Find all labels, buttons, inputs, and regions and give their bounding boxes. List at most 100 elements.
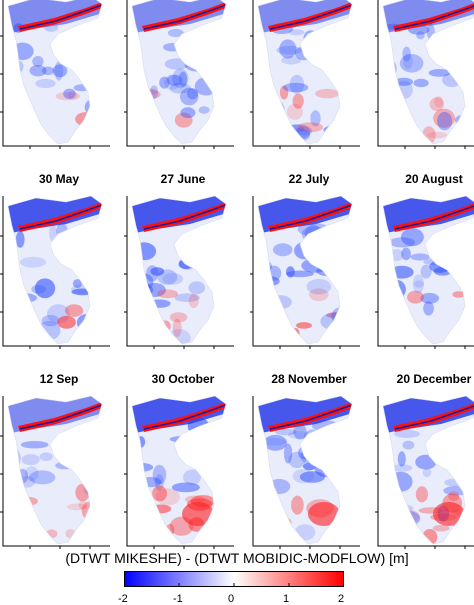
difference-patch <box>90 420 101 437</box>
difference-patch <box>67 503 88 511</box>
catchment-outline <box>257 0 353 145</box>
difference-patch <box>135 284 153 297</box>
north-dark-stripe <box>394 204 474 230</box>
difference-patch <box>413 280 424 288</box>
difference-patch <box>76 314 95 332</box>
difference-patch <box>433 267 452 276</box>
difference-patch <box>434 96 444 108</box>
colorbar-tick-label: 1 <box>283 593 290 605</box>
difference-patch <box>76 531 93 544</box>
difference-patch <box>148 299 171 308</box>
difference-patch <box>67 244 91 252</box>
difference-patch <box>402 440 415 450</box>
difference-patch <box>85 65 97 78</box>
difference-patch <box>296 126 313 136</box>
difference-patch <box>288 451 306 469</box>
difference-patch <box>157 289 178 299</box>
north-dark-stripe <box>394 404 474 430</box>
difference-patch <box>291 328 300 339</box>
difference-patch <box>69 258 93 266</box>
north-dark-stripe <box>19 204 102 230</box>
difference-patch <box>56 222 68 240</box>
difference-patch <box>162 273 184 285</box>
axis-frame <box>2 396 110 547</box>
axis-frame <box>2 0 110 147</box>
colorbar-label: (DTWT MIKESHE) - (DTWT MOBIDIC-MODFLOW) … <box>65 550 409 566</box>
difference-patch <box>199 530 208 544</box>
difference-patch <box>205 244 226 251</box>
north-dark-stripe <box>143 204 226 230</box>
catchment-area <box>8 196 102 344</box>
panel-title: 27 June <box>160 172 206 186</box>
map-panel: 20 December <box>375 370 474 550</box>
difference-patch <box>21 454 40 466</box>
difference-patch <box>297 122 323 133</box>
difference-patch <box>32 56 44 67</box>
difference-patch <box>397 451 406 467</box>
difference-patch <box>175 239 194 255</box>
difference-patch <box>174 112 193 128</box>
difference-patch <box>292 469 315 484</box>
difference-patch <box>70 26 81 46</box>
difference-patch <box>192 239 215 255</box>
difference-patch <box>426 23 435 41</box>
difference-patch <box>389 237 415 248</box>
difference-patch <box>198 106 210 114</box>
axis-frame <box>2 196 110 347</box>
catchment-area <box>383 0 474 144</box>
difference-patch <box>76 461 98 476</box>
map-plot <box>250 396 360 549</box>
difference-patch <box>192 44 211 60</box>
difference-patch <box>283 82 309 93</box>
difference-patch <box>139 477 162 488</box>
difference-patch <box>288 431 311 440</box>
difference-patch <box>275 428 297 436</box>
difference-patch <box>450 236 471 256</box>
difference-patch <box>39 452 53 461</box>
map-panel: 28 November <box>250 370 368 550</box>
difference-patch <box>29 470 56 485</box>
difference-patch <box>420 264 432 279</box>
axis-frame <box>126 196 234 347</box>
difference-patch <box>132 283 151 302</box>
difference-patch <box>389 265 414 279</box>
difference-patch <box>11 293 38 303</box>
difference-patch <box>16 496 38 506</box>
difference-patch <box>54 61 64 81</box>
difference-patch <box>49 225 58 242</box>
difference-patch <box>434 42 443 58</box>
difference-patch <box>410 253 430 261</box>
catchment-area <box>132 0 226 144</box>
difference-patch <box>331 307 350 326</box>
difference-patch <box>394 77 413 86</box>
difference-patch <box>403 53 413 70</box>
difference-patch <box>180 87 199 106</box>
map-panel: 12 Sep <box>0 370 118 550</box>
axis-frame <box>252 196 360 347</box>
south-red-patch <box>308 502 340 526</box>
difference-patch <box>262 276 280 286</box>
difference-patch <box>437 111 453 131</box>
map-plot <box>0 0 110 149</box>
panel-title: 28 November <box>271 372 347 386</box>
difference-patch <box>201 454 226 462</box>
difference-patch <box>310 110 321 127</box>
map-plot <box>124 0 234 149</box>
difference-patch <box>29 65 47 77</box>
map-panel: 27 June <box>124 170 242 350</box>
difference-patch <box>133 132 155 138</box>
panel-title: 30 October <box>151 372 215 386</box>
difference-patch <box>296 322 312 329</box>
difference-patch <box>276 45 302 55</box>
difference-patch <box>423 301 434 316</box>
map-panel <box>375 0 474 150</box>
difference-patch <box>271 131 288 140</box>
difference-patch <box>428 69 451 77</box>
difference-patch <box>192 228 213 236</box>
difference-patch <box>184 57 212 72</box>
difference-patch <box>273 243 293 257</box>
difference-patch <box>394 429 420 438</box>
catchment-outline <box>382 0 474 145</box>
difference-patch <box>22 117 40 127</box>
difference-patch <box>75 112 98 127</box>
